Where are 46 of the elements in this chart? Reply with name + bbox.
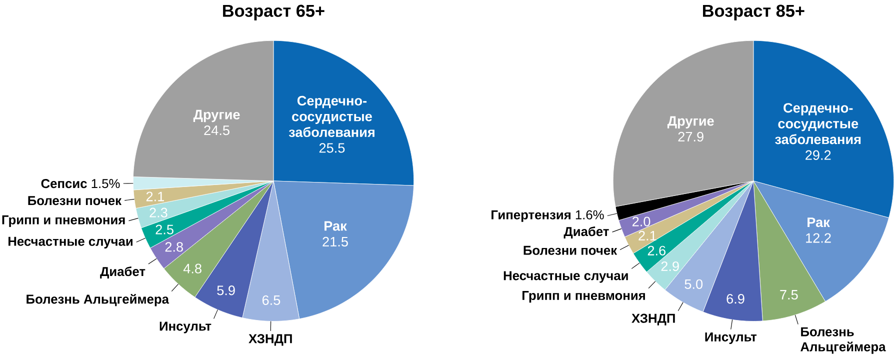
slice-label: Грипп и пневмония [2, 215, 125, 227]
slice-label: Другие [193, 110, 240, 122]
data-label: 6.5 [262, 295, 280, 305]
data-label: 2.1 [638, 230, 656, 240]
data-label: 27.9 [678, 132, 704, 142]
data-label: 2.6 [648, 246, 666, 256]
slice-label: Несчастные случаи [504, 271, 628, 283]
data-label: 2.8 [165, 242, 183, 252]
slice-label: Рак [808, 217, 830, 227]
data-label: 2.5 [156, 224, 174, 234]
slice-label: Несчастные случаи [8, 236, 132, 248]
data-label: 12.2 [806, 233, 831, 243]
data-label: 5.9 [217, 285, 235, 296]
data-label: 24.5 [204, 125, 230, 135]
data-label: 5.0 [684, 279, 703, 289]
slice-label: Болезнь Альцгеймера [26, 294, 170, 306]
data-label: 2.9 [661, 261, 679, 271]
slice-label: Инсульт [160, 322, 212, 334]
slice-label: Другие [667, 116, 714, 128]
slice-label: Болезни почек [524, 246, 618, 255]
slice-label: Сепсис [41, 178, 87, 188]
slice-label: ХЗНДП [632, 314, 675, 326]
slice-label: ХЗНДП [248, 334, 292, 346]
slice-label: Диабет [564, 226, 609, 238]
slice-label: Сердечно-сосудистые заболевания [775, 102, 861, 144]
data-label: 7.5 [780, 290, 798, 300]
data-label: 25.5 [319, 142, 345, 153]
slice-label: Гипертензия [492, 210, 570, 222]
slice-label: Грипп и пневмония [522, 290, 645, 302]
slice-label: Болезнь Альцгеймера [800, 327, 886, 354]
data-label: 2.3 [150, 208, 168, 218]
data-label: 2.1 [146, 192, 164, 202]
data-label: 1.6% [576, 210, 604, 220]
slice-label: Болезни почек [28, 196, 122, 205]
data-label: 2.0 [632, 216, 650, 226]
data-label: 29.2 [806, 150, 831, 160]
slice-label: Диабет [100, 266, 146, 278]
data-label: 4.8 [183, 264, 202, 274]
chart-title: Возраст 85+ [703, 4, 804, 20]
slice-label: Рак [324, 221, 347, 231]
chart-title: Возраст 65+ [223, 4, 324, 20]
data-label: 21.5 [322, 236, 348, 246]
data-label: 1.5% [92, 178, 120, 188]
data-label: 6.9 [726, 294, 744, 304]
slice-label: Инсульт [705, 332, 757, 344]
slice-label: Сердечно-сосудистые заболевания [288, 96, 374, 137]
